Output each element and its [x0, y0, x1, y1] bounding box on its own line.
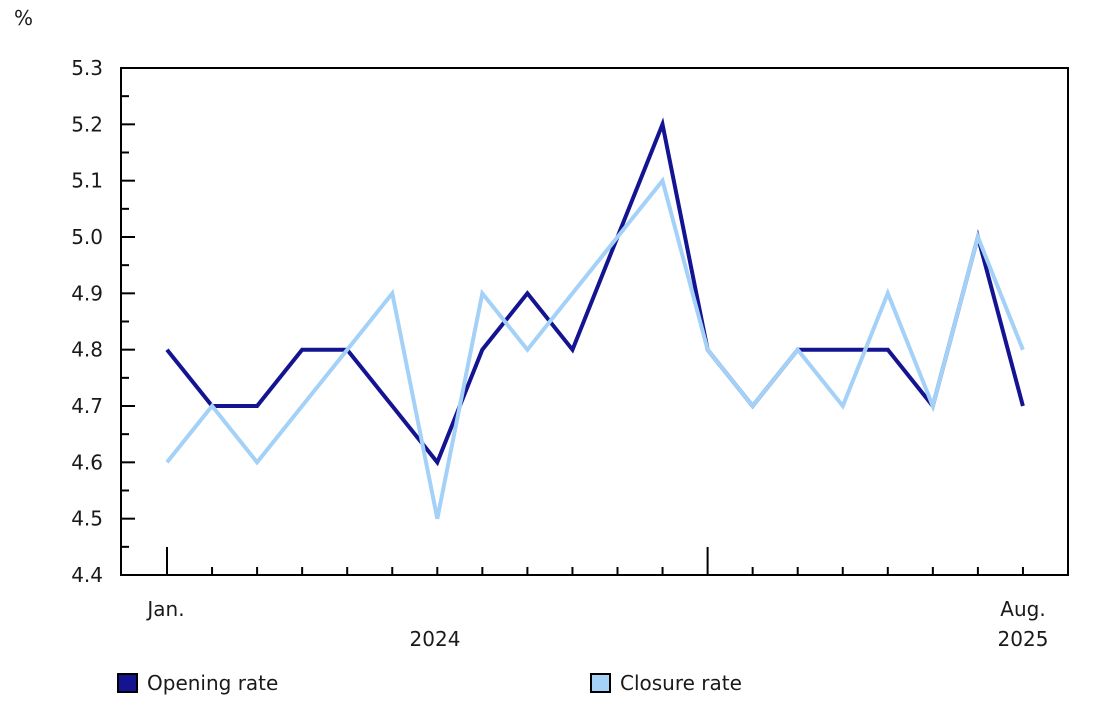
series-line-closure-rate — [165, 176, 1025, 520]
y-axis-tick-label: 4.6 — [71, 450, 103, 474]
closure-rate-swatch-icon — [590, 673, 611, 693]
legend-label-closure-rate: Closure rate — [620, 671, 742, 695]
legend-item-closure-rate: Closure rate — [590, 671, 742, 695]
series-line-opening-rate — [165, 117, 1025, 467]
x-axis-label-start-label: Jan. — [145, 597, 184, 621]
plot-frame — [120, 67, 1069, 576]
y-axis-tick-label: 4.7 — [71, 394, 103, 418]
legend-item-opening-rate: Opening rate — [117, 671, 278, 695]
y-axis-tick-label: 4.8 — [71, 338, 103, 362]
y-axis-tick-label: 5.3 — [71, 56, 103, 80]
y-axis-tick-label: 5.2 — [71, 112, 103, 136]
opening-rate-swatch-icon — [117, 673, 138, 693]
chart-canvas: 5.3 5.2 5.1 5.0 4.9 4.8 4.7 4.6 4.5 4.4 Jan. 2024 Au… — [71, 56, 1069, 651]
y-axis-tick-label: 5.1 — [71, 169, 103, 193]
y-axis-tick-label: 4.4 — [71, 563, 103, 587]
y-axis-tick-label: 5.0 — [71, 225, 103, 249]
y-axis-unit-label: % — [14, 6, 34, 30]
legend-label-opening-rate: Opening rate — [147, 671, 279, 695]
y-axis-tick-label: 4.5 — [71, 507, 103, 531]
x-axis-label-end-year-label: 2025 — [998, 627, 1049, 651]
y-axis-tick-label: 4.9 — [71, 281, 103, 305]
x-axis-label-end-label: Aug. — [1000, 597, 1045, 621]
x-axis-label-start-year-label: 2024 — [410, 627, 461, 651]
